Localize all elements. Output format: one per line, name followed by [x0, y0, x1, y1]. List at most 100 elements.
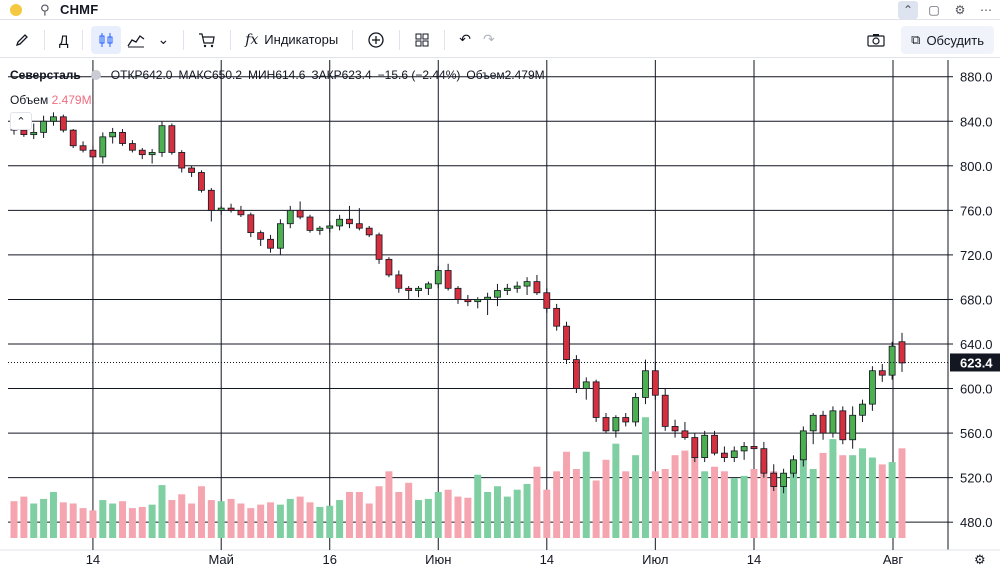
price-axis: [948, 60, 1000, 570]
volume-bar: [355, 492, 363, 538]
candle-body: [286, 209, 294, 225]
more-icon[interactable]: ⋯: [980, 3, 992, 17]
layout-grid-icon[interactable]: [408, 26, 436, 54]
volume-bar: [444, 489, 452, 538]
last-price-label: 623.4: [960, 355, 993, 370]
candle-body: [346, 218, 353, 225]
camera-icon[interactable]: [861, 26, 891, 54]
x-tick-label: Май: [208, 552, 233, 567]
volume-bar: [730, 478, 738, 538]
volume-value: 2.479M: [51, 93, 92, 107]
chart-toolbar: Д ⌄ fx Индикаторы ↶ ↷ ⧉ Обсудить: [0, 22, 1000, 58]
search-icon[interactable]: ⚲: [40, 2, 50, 17]
volume-bar: [20, 496, 28, 538]
candle-body: [661, 394, 669, 427]
volume-bar: [109, 503, 117, 538]
chevron-down-icon[interactable]: ⌄: [157, 31, 170, 47]
volume-bar: [40, 498, 48, 538]
candle-body: [523, 281, 531, 287]
candle-body: [365, 227, 373, 236]
candle-body: [79, 145, 87, 151]
divider: [44, 29, 45, 50]
candle-body: [750, 446, 758, 450]
volume-bar: [415, 500, 423, 538]
candle-body: [99, 136, 107, 158]
volume-bar: [454, 496, 462, 538]
candle-body: [513, 285, 521, 289]
candle-body: [89, 149, 97, 158]
candle-body: [276, 223, 284, 249]
gear-icon[interactable]: ⚙: [954, 3, 966, 17]
volume-bar: [148, 504, 156, 538]
candle-body: [573, 359, 580, 389]
square-icon[interactable]: ▢: [928, 3, 940, 17]
y-tick-label: 560.0: [960, 426, 993, 441]
candle-body: [730, 450, 738, 458]
candle-body: [296, 209, 304, 218]
candle-body: [128, 143, 136, 151]
candle-body: [849, 414, 857, 441]
candle-body: [494, 290, 501, 298]
cart-icon[interactable]: [192, 26, 222, 54]
area-chart-icon[interactable]: [121, 26, 151, 54]
x-tick-label: Июн: [425, 552, 451, 567]
candle-body: [701, 434, 709, 458]
chevron-up-icon[interactable]: ⌃: [898, 1, 918, 19]
candle-body: [770, 472, 778, 487]
chart-pane[interactable]: Северсталь ОТКР642.0 МАКС650.2 МИН614.6 …: [0, 60, 1000, 570]
volume-bar: [661, 469, 669, 538]
indicators-label: Индикаторы: [264, 32, 339, 47]
candle-body: [69, 129, 77, 147]
legend-symbol-name: Северсталь: [10, 68, 81, 82]
symbol-search-input[interactable]: CHMF: [60, 2, 99, 17]
volume-bar: [247, 508, 255, 538]
volume-bar: [799, 443, 807, 538]
volume-bar: [69, 503, 77, 538]
candle-body: [681, 430, 689, 438]
y-tick-label: 600.0: [960, 382, 993, 397]
x-tick-label: 14: [747, 552, 761, 567]
candle-body: [30, 131, 38, 136]
volume-bar: [809, 469, 817, 538]
volume-bar: [750, 469, 758, 538]
volume-bar: [671, 455, 679, 538]
volume-bar: [178, 494, 186, 538]
candle-body: [434, 270, 442, 285]
y-tick-label: 640.0: [960, 337, 993, 352]
candle-body: [405, 287, 413, 291]
volume-bar: [622, 471, 630, 538]
x-tick-label: 14: [540, 552, 554, 567]
x-tick-label: Авг: [883, 552, 904, 567]
candle-body: [158, 125, 166, 153]
volume-bar: [523, 483, 531, 538]
candle-body: [612, 417, 620, 432]
pencil-icon[interactable]: [8, 26, 36, 54]
collapse-legend-button[interactable]: ⌃: [10, 112, 32, 130]
candle-body: [484, 296, 492, 300]
candle-body: [592, 381, 600, 418]
volume-bar: [197, 486, 205, 538]
add-circle-icon[interactable]: [361, 26, 391, 54]
candle-body: [119, 131, 126, 144]
publish-button[interactable]: ⧉ Обсудить: [901, 26, 994, 54]
undo-icon[interactable]: ↶: [459, 31, 471, 47]
candlestick-chart: 880.0 840.0 800.0 760.0 720.0 680.0 640.0 600.0…: [0, 60, 1000, 570]
volume-bar: [711, 466, 719, 538]
candle-body: [207, 189, 215, 211]
volume-bar: [188, 503, 196, 538]
function-icon: fx: [245, 31, 259, 48]
volume-bar: [819, 452, 827, 538]
candle-body: [632, 397, 639, 423]
interval-button[interactable]: Д: [59, 31, 69, 48]
volume-bar: [316, 506, 324, 538]
volume-bar: [651, 471, 659, 538]
indicators-button[interactable]: fx Индикаторы: [239, 26, 344, 54]
volume-bar: [119, 501, 127, 538]
volume-bar: [898, 448, 906, 538]
candles-icon[interactable]: [91, 25, 122, 54]
redo-icon[interactable]: ↷: [482, 31, 495, 47]
volume-bar: [592, 480, 600, 538]
candle-body: [691, 437, 699, 458]
axis-settings-icon[interactable]: ⚙: [974, 552, 986, 567]
candle-body: [109, 131, 117, 138]
